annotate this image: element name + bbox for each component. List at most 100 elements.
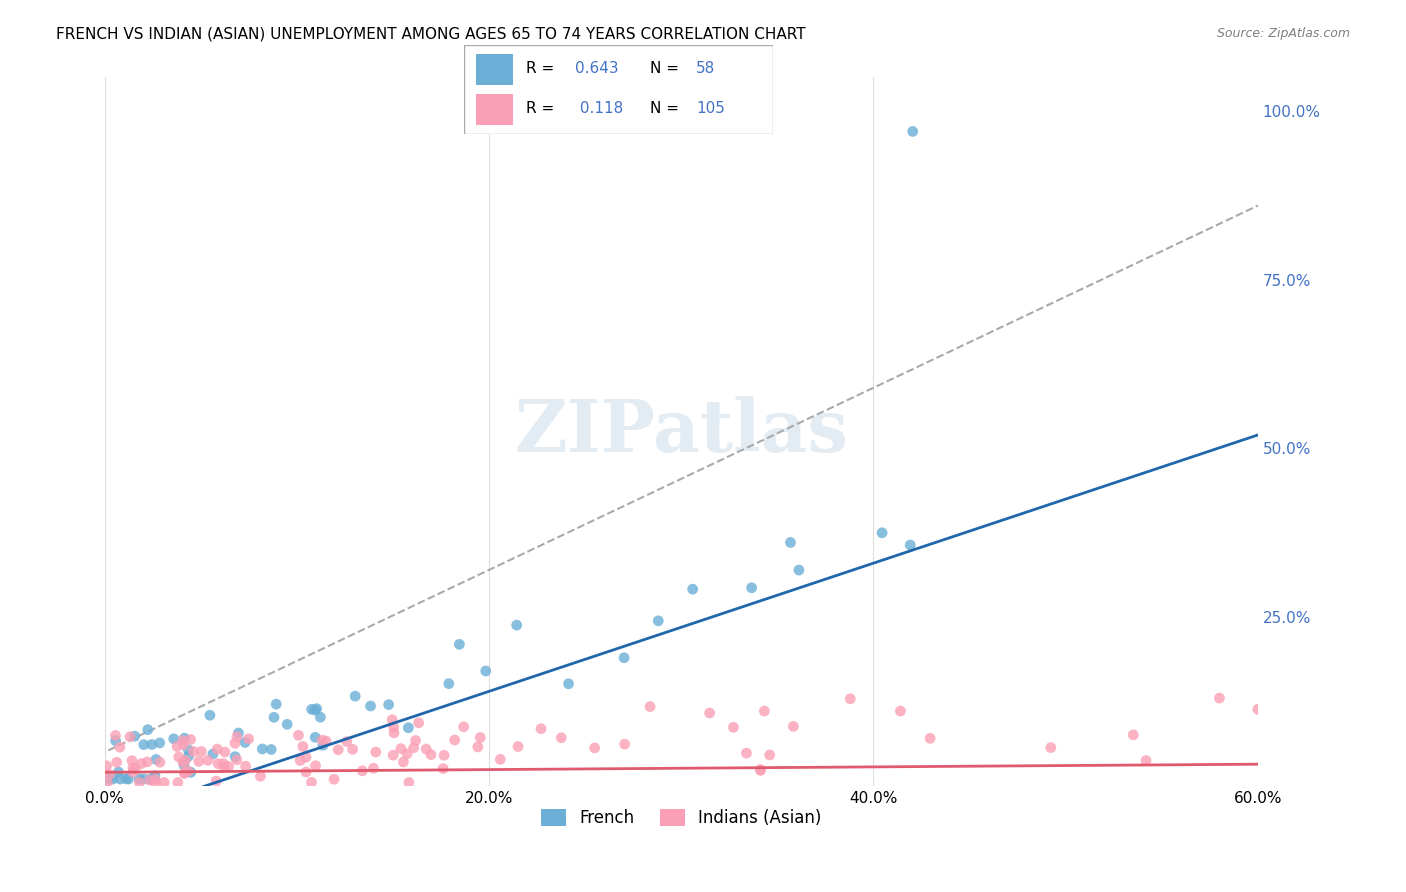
Text: 105: 105 xyxy=(696,102,725,116)
Point xyxy=(901,124,924,138)
Point xyxy=(118,730,141,744)
Text: 0.118: 0.118 xyxy=(575,102,624,116)
Point xyxy=(758,747,780,762)
Point xyxy=(295,765,318,780)
Point xyxy=(344,689,367,703)
Point xyxy=(139,773,162,788)
Point xyxy=(682,582,704,596)
Point xyxy=(264,697,287,711)
Text: ZIPatlas: ZIPatlas xyxy=(515,396,848,467)
Point xyxy=(139,772,162,786)
Point xyxy=(149,756,172,770)
Point xyxy=(96,775,118,789)
Point xyxy=(201,747,224,761)
Point xyxy=(163,731,186,746)
Text: 58: 58 xyxy=(696,62,716,76)
Point xyxy=(235,759,257,773)
Point xyxy=(96,759,118,773)
Point xyxy=(723,720,745,734)
Point xyxy=(398,775,420,789)
Point xyxy=(779,535,801,549)
Text: N =: N = xyxy=(650,62,683,76)
Text: N =: N = xyxy=(650,102,683,116)
Bar xyxy=(477,94,513,125)
Point xyxy=(583,740,606,755)
Point xyxy=(101,772,124,786)
Point xyxy=(328,743,350,757)
Point xyxy=(228,726,250,740)
Point xyxy=(218,759,240,773)
Point xyxy=(260,742,283,756)
Point xyxy=(530,722,553,736)
Point xyxy=(225,730,247,744)
Point xyxy=(741,581,763,595)
Point xyxy=(225,753,247,767)
Point xyxy=(287,728,309,742)
Point xyxy=(1039,740,1062,755)
Point xyxy=(360,698,382,713)
Text: Source: ZipAtlas.com: Source: ZipAtlas.com xyxy=(1216,27,1350,40)
Point xyxy=(128,775,150,789)
Point xyxy=(153,775,176,789)
Point xyxy=(212,756,235,771)
Point xyxy=(735,746,758,760)
Point xyxy=(105,756,128,770)
Point xyxy=(187,755,209,769)
Point xyxy=(115,772,138,786)
Point xyxy=(449,637,471,651)
Point xyxy=(301,702,323,716)
Point xyxy=(124,729,146,743)
Point xyxy=(395,747,418,761)
Point xyxy=(382,726,405,740)
Point xyxy=(557,677,579,691)
Point xyxy=(311,733,333,747)
Point xyxy=(301,775,323,789)
Point xyxy=(172,733,194,747)
Point xyxy=(276,717,298,731)
Point xyxy=(224,749,246,764)
Point xyxy=(117,772,139,786)
Point xyxy=(177,749,200,764)
Point xyxy=(124,761,146,775)
Point xyxy=(166,739,188,754)
Point xyxy=(183,744,205,758)
Point xyxy=(309,710,332,724)
Point xyxy=(312,739,335,753)
Point xyxy=(291,739,314,754)
Point xyxy=(382,748,405,763)
Point xyxy=(190,744,212,758)
Point xyxy=(98,772,121,786)
Point xyxy=(108,740,131,755)
Point xyxy=(408,715,430,730)
Point xyxy=(304,731,326,745)
Point xyxy=(205,742,228,756)
Bar xyxy=(477,54,513,85)
FancyBboxPatch shape xyxy=(464,45,773,134)
Point xyxy=(382,720,405,734)
Point xyxy=(432,762,454,776)
Point xyxy=(121,754,143,768)
Point xyxy=(212,760,235,774)
Point xyxy=(470,731,492,745)
Point xyxy=(389,741,412,756)
Point xyxy=(1208,691,1230,706)
Point xyxy=(638,699,661,714)
Point xyxy=(98,767,121,781)
Point xyxy=(249,769,271,783)
Point xyxy=(489,752,512,766)
Legend: French, Indians (Asian): French, Indians (Asian) xyxy=(534,803,828,834)
Point xyxy=(132,738,155,752)
Point xyxy=(443,733,465,747)
Point xyxy=(167,775,190,789)
Point xyxy=(143,769,166,783)
Point xyxy=(295,750,318,764)
Point xyxy=(214,745,236,759)
Point xyxy=(174,754,197,768)
Point xyxy=(145,752,167,766)
Point xyxy=(323,772,346,787)
Point xyxy=(180,765,202,780)
Point xyxy=(342,742,364,756)
Point xyxy=(1135,754,1157,768)
Point xyxy=(749,763,772,777)
Point xyxy=(122,761,145,775)
